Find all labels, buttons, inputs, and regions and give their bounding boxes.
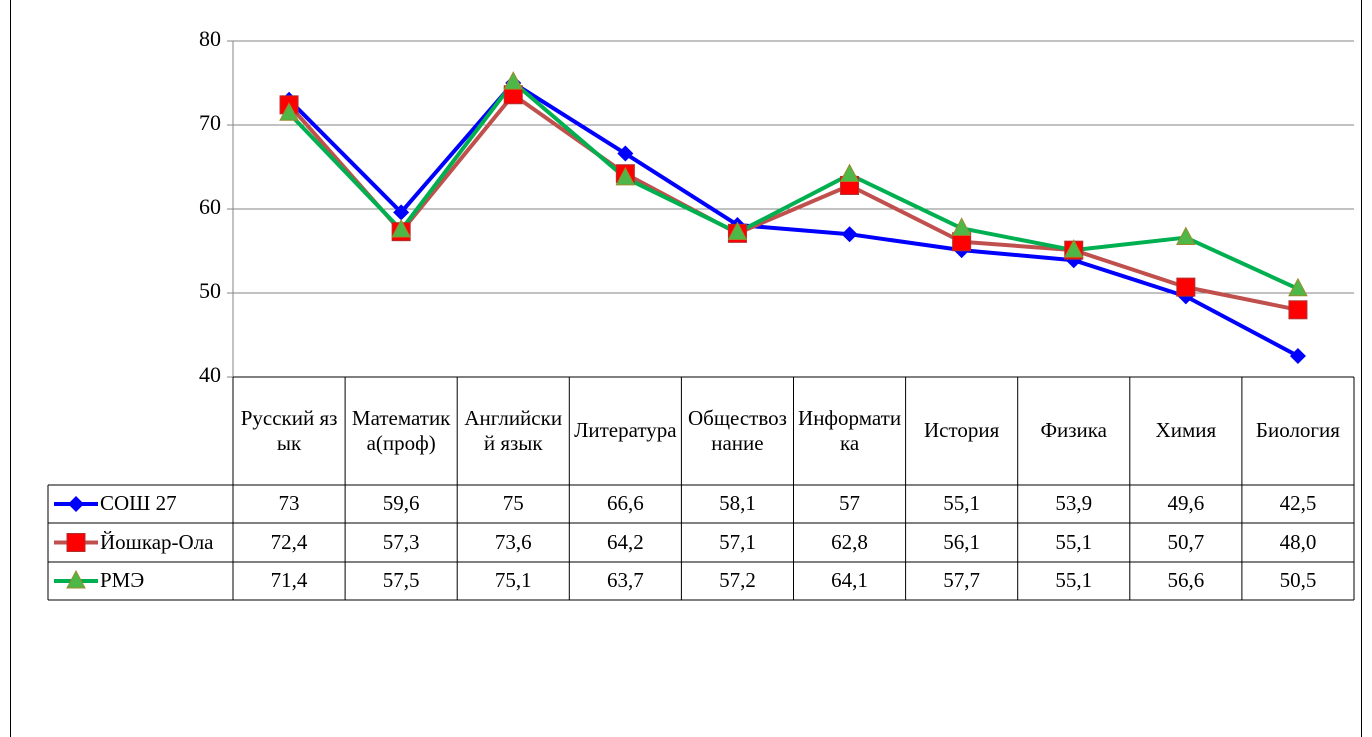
table-value: 73: [278, 491, 300, 516]
marker: [279, 102, 299, 121]
category-label: Математика(проф): [351, 405, 451, 455]
table-value: 66,6: [606, 491, 644, 516]
marker: [1063, 239, 1084, 258]
series-line: [287, 81, 1299, 358]
legend-label: Йошкар-Ола: [100, 529, 214, 554]
table-value: 49,6: [1167, 491, 1205, 516]
legend-marker: [66, 569, 86, 589]
marker: [391, 218, 411, 238]
marker: [615, 166, 636, 186]
marker: [1288, 277, 1308, 297]
table-value: 71,4: [270, 568, 308, 593]
table-value: 53,9: [1055, 491, 1093, 516]
table-value: 57,2: [719, 568, 756, 593]
y-tick-label: 80: [199, 26, 221, 51]
marker: [841, 226, 858, 243]
y-tick-label: 60: [199, 194, 221, 219]
table-value: 64,1: [831, 568, 868, 593]
category-label: Химия: [1155, 418, 1217, 443]
table-value: 48,0: [1279, 529, 1317, 554]
table-value: 62,8: [831, 529, 868, 554]
category-label: История: [923, 418, 1000, 443]
table-value: 50,5: [1279, 568, 1317, 593]
category-label: Русский язык: [240, 405, 338, 455]
y-tick-label: 40: [199, 362, 221, 387]
table-value: 59,6: [382, 491, 420, 516]
table-value: 57,5: [382, 568, 420, 593]
table-value: 55,1: [1055, 568, 1093, 593]
table-value: 64,2: [606, 529, 644, 554]
category-label: Обществознание: [687, 405, 787, 455]
marker: [1289, 348, 1306, 364]
chart-border: [10, 0, 1362, 737]
table-value: 50,7: [1167, 529, 1205, 554]
table-value: 57,1: [719, 529, 756, 554]
marker: [393, 204, 410, 221]
y-tick-label: 50: [199, 278, 221, 303]
table-value: 57,3: [382, 529, 420, 554]
table-value: 58,1: [719, 491, 756, 516]
table-value: 57,7: [943, 568, 981, 593]
legend-marker: [68, 496, 84, 512]
marker: [839, 163, 860, 183]
category-label: Информатика: [798, 405, 902, 455]
legend-marker: [66, 533, 86, 552]
table-value: 73,6: [494, 529, 532, 554]
marker: [727, 221, 748, 241]
marker: [1176, 226, 1196, 246]
marker: [1176, 277, 1196, 297]
category-label: Литература: [574, 418, 677, 443]
table-value: 55,1: [1055, 529, 1093, 554]
legend-label: СОШ 27: [100, 491, 177, 516]
table-value: 56,6: [1167, 568, 1205, 593]
table-value: 75: [502, 491, 524, 516]
table-value: 56,1: [943, 529, 981, 554]
table-value: 57: [839, 491, 861, 516]
table-value: 42,5: [1279, 491, 1317, 516]
table-value: 72,4: [270, 529, 308, 554]
series-line: [287, 80, 1299, 291]
marker: [951, 217, 972, 236]
marker: [1065, 252, 1082, 269]
table-value: 75,1: [494, 568, 532, 593]
category-label: Английский язык: [464, 405, 563, 455]
table-value: 55,1: [943, 491, 981, 516]
legend-label: РМЭ: [100, 568, 145, 593]
category-label: Биология: [1255, 418, 1340, 443]
marker: [503, 71, 524, 90]
marker: [617, 145, 634, 162]
category-label: Физика: [1040, 418, 1108, 443]
table-value: 63,7: [606, 568, 644, 593]
series-line: [287, 92, 1299, 312]
marker: [1288, 300, 1308, 320]
y-tick-label: 70: [199, 110, 221, 135]
